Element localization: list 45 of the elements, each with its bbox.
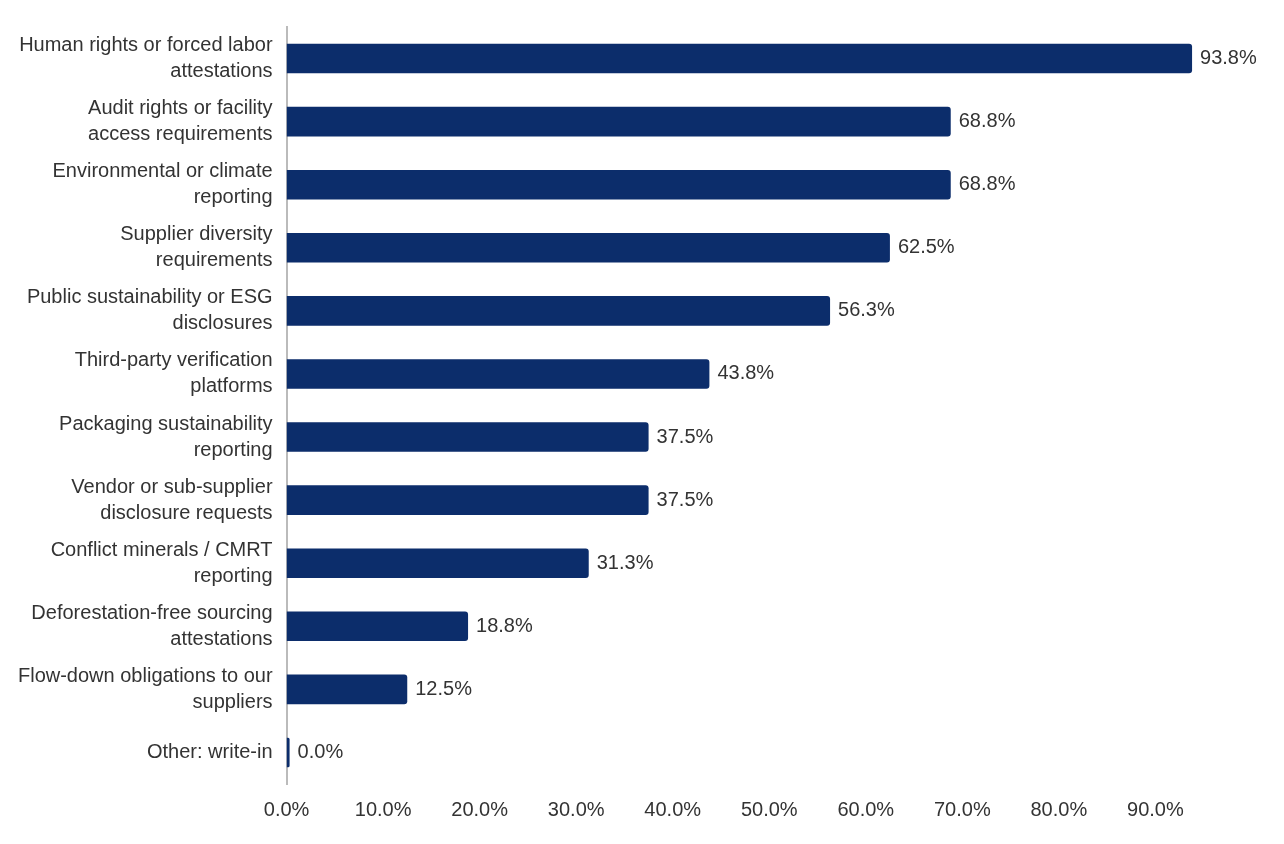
- data-label: 12.5%: [415, 676, 473, 699]
- bar: [286, 296, 831, 326]
- data-label: 31.3%: [596, 550, 654, 573]
- data-label: 68.8%: [958, 109, 1016, 132]
- y-tick-label: Public sustainability or ESG disclosures: [26, 285, 273, 334]
- data-label: 62.5%: [897, 235, 955, 258]
- x-tick-label: 40.0%: [644, 797, 702, 820]
- bar: [286, 611, 469, 642]
- y-tick-label: Human rights or forced labor attestations: [19, 33, 273, 82]
- x-tick-label: 10.0%: [354, 797, 412, 820]
- x-tick-label: 30.0%: [547, 797, 605, 820]
- data-label: 37.5%: [656, 487, 714, 510]
- x-tick-label: 50.0%: [740, 797, 798, 820]
- x-tick-label: 90.0%: [1127, 797, 1184, 820]
- bar: [286, 232, 890, 263]
- bar: [286, 485, 649, 515]
- y-tick-label: Conflict minerals / CMRT reporting: [50, 537, 273, 586]
- y-tick-label: Audit rights or facility access requirements: [88, 96, 273, 145]
- y-tick-label: Supplier diversity requirements: [120, 222, 273, 271]
- data-label: 56.3%: [838, 298, 895, 321]
- x-tick-label: 20.0%: [451, 797, 509, 820]
- bar: [286, 106, 951, 137]
- data-label: 37.5%: [656, 424, 714, 447]
- data-label: 18.8%: [476, 613, 533, 636]
- x-tick-label: 80.0%: [1030, 797, 1088, 820]
- y-tick-label: Other: write-in: [146, 739, 273, 762]
- bar: [286, 359, 710, 389]
- bar: [286, 43, 1193, 74]
- data-label: 0.0%: [297, 739, 344, 762]
- data-label: 43.8%: [717, 361, 775, 384]
- y-tick-label: Environmental or climate reporting: [52, 159, 273, 208]
- y-tick-label: Deforestation-free sourcing attestations: [31, 600, 273, 649]
- bar: [286, 674, 408, 705]
- data-label: 68.8%: [958, 172, 1016, 195]
- y-tick-label: Vendor or sub-supplier disclosure requests: [71, 474, 273, 523]
- bar: [286, 169, 951, 200]
- bar: [286, 422, 649, 452]
- y-tick-label: Packaging sustainability reporting: [59, 411, 273, 460]
- bar: [286, 548, 589, 579]
- x-tick-label: 70.0%: [933, 797, 991, 820]
- y-tick-label: Third-party verification platforms: [74, 348, 273, 397]
- y-tick-label: Flow-down obligations to our suppliers: [17, 663, 273, 712]
- x-tick-label: 0.0%: [263, 797, 310, 820]
- x-tick-label: 60.0%: [837, 797, 895, 820]
- data-label: 93.8%: [1200, 46, 1257, 69]
